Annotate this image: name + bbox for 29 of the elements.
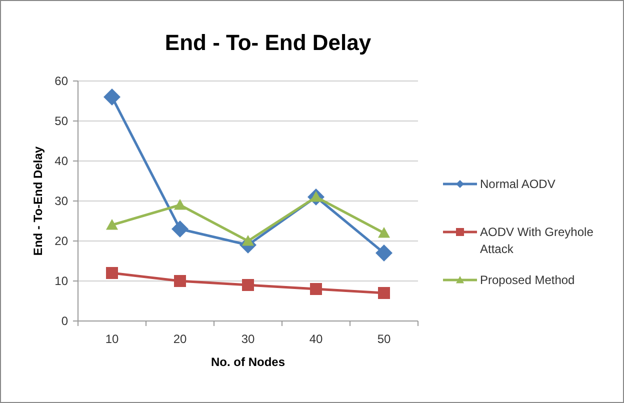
x-tick-label: 50 — [377, 332, 391, 346]
point — [174, 199, 186, 210]
y-axis-title: End - To-End Delay — [31, 146, 45, 256]
point — [172, 220, 188, 238]
y-tick-label: 20 — [54, 234, 68, 248]
point — [378, 287, 390, 299]
point — [376, 244, 392, 262]
chart-title: End - To- End Delay — [164, 30, 372, 55]
point — [106, 219, 118, 230]
point — [242, 279, 254, 291]
y-tick-label: 0 — [61, 314, 68, 328]
point — [310, 283, 322, 295]
x-tick-label: 40 — [309, 332, 323, 346]
legend-label: Proposed Method — [480, 273, 575, 287]
y-tick-label: 50 — [54, 114, 68, 128]
point — [106, 267, 118, 279]
x-axis-title: No. of Nodes — [211, 355, 286, 369]
legend-label: AODV With Greyhole Attack — [480, 225, 594, 256]
point — [378, 227, 390, 238]
y-tick-label: 60 — [54, 74, 68, 88]
point — [104, 88, 120, 106]
x-tick-label: 20 — [173, 332, 187, 346]
y-tick-label: 30 — [54, 194, 68, 208]
legend-label: Normal AODV — [480, 177, 556, 191]
x-tick-label: 30 — [241, 332, 255, 346]
point — [174, 275, 186, 287]
y-tick-label: 10 — [54, 274, 68, 288]
y-tick-label: 40 — [54, 154, 68, 168]
x-tick-label: 10 — [105, 332, 119, 346]
